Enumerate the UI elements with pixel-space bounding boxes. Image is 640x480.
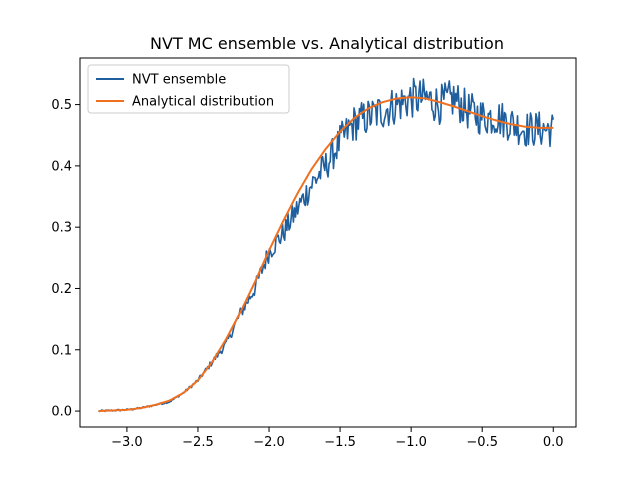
series-line-2 — [98, 96, 554, 413]
legend-box — [87, 64, 290, 114]
y-tick-label: 0.1 — [51, 343, 72, 358]
x-tick-label: 0.0 — [543, 435, 564, 450]
x-tick-label: −1.5 — [324, 435, 356, 450]
legend-label: NVT ensemble — [132, 73, 226, 88]
axes-layer: −3.0 −2.5 −2.0 −1.5 −1.0 −0.5 0.0 0.0 0.1 0.2 0.3 0… — [51, 57, 577, 450]
axes-frame — [79, 57, 577, 428]
y-tick-label: 0.3 — [51, 221, 72, 236]
chart-title: NVT MC ensemble vs. Analytical distribut… — [150, 34, 504, 53]
x-tick-label: −3.0 — [111, 435, 143, 450]
y-tick-label: 0.5 — [51, 98, 72, 113]
x-tick-label: −1.0 — [395, 435, 427, 450]
y-tick-label: 0.2 — [51, 282, 72, 297]
series-layer — [98, 77, 555, 413]
legend: NVT ensemble Analytical distribution — [87, 64, 290, 114]
legend-label: Analytical distribution — [132, 95, 274, 110]
y-tick-label: 0.4 — [51, 159, 72, 174]
x-tick-label: −2.0 — [253, 435, 285, 450]
x-tick-label: −0.5 — [466, 435, 498, 450]
x-tick-label: −2.5 — [182, 435, 214, 450]
y-tick-label: 0.0 — [51, 405, 72, 420]
